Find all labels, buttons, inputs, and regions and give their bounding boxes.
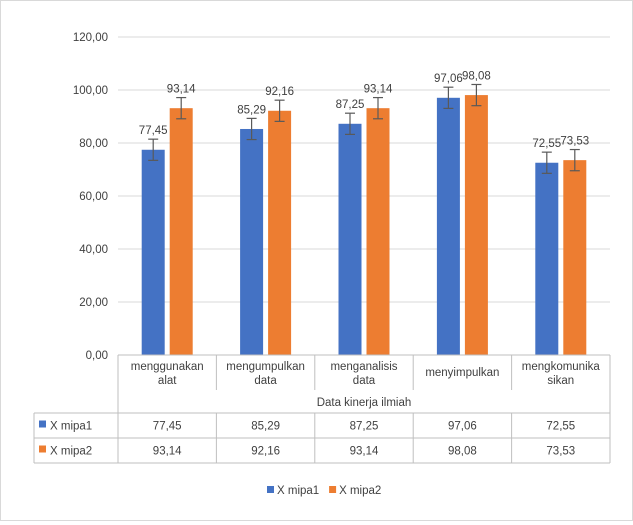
x-tick-label: sikan bbox=[547, 375, 574, 387]
table-cell: 87,25 bbox=[350, 421, 379, 433]
bar-x-mipa2 bbox=[169, 108, 193, 355]
table-cell: 77,45 bbox=[153, 421, 182, 433]
data-label: 87,25 bbox=[336, 99, 365, 111]
x-tick-label: mengkomunika bbox=[522, 361, 601, 373]
data-label: 77,45 bbox=[139, 125, 168, 137]
bar-x-mipa1 bbox=[338, 123, 362, 355]
y-tick-label: 60,00 bbox=[79, 191, 108, 203]
x-tick-label: data bbox=[254, 375, 277, 387]
x-tick-label: menyimpulkan bbox=[425, 367, 499, 379]
legend-swatch bbox=[329, 486, 337, 493]
bar-x-mipa2 bbox=[563, 160, 587, 355]
y-tick-label: 40,00 bbox=[79, 244, 108, 256]
x-tick-label: mengumpulkan bbox=[226, 361, 305, 373]
table-cell: 85,29 bbox=[251, 421, 280, 433]
legend-label: X mipa1 bbox=[277, 485, 319, 497]
bar-x-mipa2 bbox=[464, 95, 488, 355]
legend-label: X mipa2 bbox=[339, 485, 381, 497]
bar-x-mipa1 bbox=[436, 97, 460, 355]
y-tick-label: 20,00 bbox=[79, 297, 108, 309]
y-tick-label: 100,00 bbox=[73, 85, 108, 97]
table-cell: 93,14 bbox=[153, 446, 182, 458]
table-legend-key bbox=[39, 420, 46, 428]
table-series-name: X mipa2 bbox=[50, 446, 92, 458]
bar-x-mipa2 bbox=[366, 108, 390, 355]
data-label: 85,29 bbox=[237, 104, 266, 116]
table-cell: 93,14 bbox=[350, 446, 379, 458]
data-label: 73,53 bbox=[560, 136, 589, 148]
y-tick-label: 80,00 bbox=[79, 138, 108, 150]
table-cell: 97,06 bbox=[448, 421, 477, 433]
table-legend-key bbox=[39, 445, 46, 453]
y-tick-label: 120,00 bbox=[73, 32, 108, 44]
x-tick-label: menggunakan bbox=[131, 361, 204, 373]
bar-x-mipa1 bbox=[240, 128, 264, 355]
data-label: 97,06 bbox=[434, 73, 463, 85]
data-label: 98,08 bbox=[462, 70, 491, 82]
table-cell: 92,16 bbox=[251, 446, 280, 458]
table-cell: 73,53 bbox=[546, 446, 575, 458]
table-series-name: X mipa1 bbox=[50, 421, 92, 433]
x-tick-label: menganalisis bbox=[330, 361, 397, 373]
bar-x-mipa2 bbox=[268, 110, 292, 355]
data-label: 93,14 bbox=[364, 84, 393, 96]
y-tick-label: 0,00 bbox=[86, 350, 108, 362]
x-axis-title: Data kinerja ilmiah bbox=[317, 397, 412, 409]
legend-swatch bbox=[267, 486, 274, 493]
bar-x-mipa1 bbox=[141, 149, 165, 355]
table-cell: 72,55 bbox=[546, 421, 575, 433]
data-label: 72,55 bbox=[532, 138, 561, 150]
data-label: 93,14 bbox=[167, 84, 196, 96]
table-cell: 98,08 bbox=[448, 446, 477, 458]
x-tick-label: data bbox=[353, 375, 376, 387]
bar-x-mipa1 bbox=[535, 162, 559, 355]
x-tick-label: alat bbox=[158, 375, 177, 387]
data-label: 92,16 bbox=[265, 86, 294, 98]
